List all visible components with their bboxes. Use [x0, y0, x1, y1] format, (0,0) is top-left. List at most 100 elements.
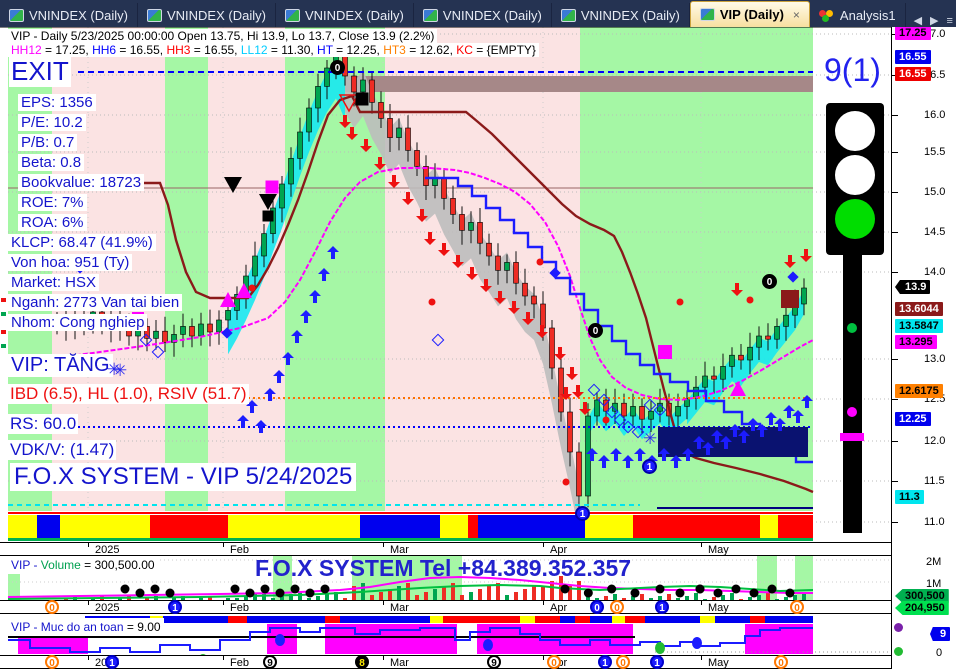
signal-number-1: 1 — [168, 600, 182, 614]
price-axis[interactable]: 17.0 16.5 16.0 15.5 15.0 14.5 14.0 13.0 12.5 12.0… — [891, 26, 956, 669]
indicator-levels-line: HH12 = 17.25, HH6 = 16.55, HH3 = 16.55, … — [8, 43, 539, 57]
fox-system-watermark: F.O.X SYSTEM - VIP 5/24/2025 — [10, 463, 357, 491]
tab-vnindex-3[interactable]: VNINDEX (Daily) — [414, 3, 552, 27]
axis-tick — [892, 441, 898, 442]
analysis-icon — [818, 8, 835, 22]
date-tick — [223, 601, 224, 605]
tab-scroll-left-icon[interactable]: ◀ — [913, 15, 923, 27]
info-label-pb: P/B: 0.7 — [18, 134, 78, 151]
signal-number-1: 1 — [105, 655, 119, 669]
chart-signal-0: 0 — [588, 323, 603, 338]
date-tick — [383, 656, 384, 660]
ibd-indicator-label: IBD (6.5), HL (1.0), RSIV (51.7) — [8, 384, 249, 404]
level-token: HT3 — [383, 43, 406, 57]
tab-label: VNINDEX (Daily) — [29, 7, 128, 23]
fox-contact-watermark: F.O.X SYSTEM Tel +84.389.352.357 — [255, 555, 632, 581]
vdkv-indicator-label: VDK/V: (1.47) — [8, 440, 117, 460]
info-label-roe: ROE: 7% — [18, 194, 87, 211]
tab-analysis[interactable]: Analysis1 — [810, 3, 906, 27]
date-tick — [543, 601, 544, 605]
tab-scroll-right-icon[interactable]: ▶ — [930, 15, 939, 27]
level-token: = {EMPTY} — [472, 43, 536, 57]
tab-vnindex-4[interactable]: VNINDEX (Daily) — [552, 3, 690, 27]
info-label-bookvalue: Bookvalue: 18723 — [18, 174, 145, 191]
date-tick — [383, 601, 384, 605]
info-label-roa: ROA: 6% — [18, 214, 87, 231]
price-tag-13295: 13.295 — [895, 335, 937, 349]
tab-vnindex-0[interactable]: VNINDEX (Daily) — [0, 3, 138, 27]
axis-price-label: 11.0 — [924, 516, 945, 528]
date-axis-safety[interactable]: 2025FebMarAprMay0198901010 — [0, 655, 891, 669]
date-label-may: May — [708, 602, 729, 614]
date-label-mar: Mar — [390, 544, 409, 556]
level-token: LL12 — [240, 43, 268, 57]
signal-number-1: 1 — [598, 655, 612, 669]
chart-signal-0: 0 — [762, 274, 777, 289]
date-tick — [543, 543, 544, 547]
signal-number-1: 1 — [650, 655, 664, 669]
axis-tick — [892, 522, 898, 523]
date-label-mar: Mar — [390, 602, 409, 614]
price-tag-126175: 12.6175 — [895, 384, 943, 398]
signal-number-9: 9 — [487, 655, 501, 669]
level-token: = 17.25, — [41, 43, 93, 57]
level-token: HT — [317, 43, 333, 57]
date-axis-volume[interactable]: 2025 Feb Mar Apr May 0 1 0 0 1 0 — [0, 600, 891, 614]
safety-panel-title: VIP - Muc do an toan = 9.00 — [8, 618, 164, 636]
tab-nav: ◀ ▶ ≡ — [906, 14, 956, 28]
safety-tag-9: 9 — [930, 627, 951, 641]
volume-tag: 300,500 — [895, 589, 949, 603]
axis-price-label: 13.0 — [924, 353, 946, 365]
price-tag-139: 13.9 — [895, 280, 931, 294]
volume-axis-label: 2M — [926, 556, 942, 568]
signal-number-0: 0 — [45, 655, 59, 669]
info-label-klcp: KLCP: 68.47 (41.9%) — [8, 234, 156, 251]
date-label-apr: Apr — [550, 602, 568, 614]
info-label-nganh: Nganh: 2773 Van tai bien — [8, 294, 183, 311]
tab-active-vip[interactable]: VIP (Daily) × — [689, 1, 810, 27]
level-token: = 12.62, — [405, 43, 457, 57]
date-label-2025: 2025 — [95, 544, 120, 556]
tab-label: VNINDEX (Daily) — [580, 7, 680, 23]
tab-close-icon[interactable]: × — [792, 7, 800, 22]
price-tag-1655: 16.55 — [895, 67, 931, 81]
tab-vnindex-2[interactable]: VNINDEX (Daily) — [276, 3, 414, 27]
chart-icon — [284, 8, 300, 22]
price-tag-113: 11.3 — [895, 490, 924, 504]
date-tick — [543, 656, 544, 660]
axis-tick — [892, 399, 898, 400]
chart-icon — [9, 8, 24, 22]
date-axis-main[interactable]: 2025 Feb Mar Apr May — [0, 542, 891, 556]
tab-vnindex-1[interactable]: VNINDEX (Daily) — [138, 3, 276, 27]
date-tick — [701, 543, 702, 547]
signal-dot — [894, 647, 903, 656]
chart-icon — [422, 8, 438, 22]
tab-label: VIP (Daily) — [719, 7, 784, 22]
chart-icon — [699, 8, 715, 21]
level-token: HH3 — [166, 43, 191, 57]
date-label-2025: 2025 — [95, 602, 120, 614]
signal-number-0: 0 — [547, 655, 561, 669]
date-tick — [383, 543, 384, 547]
signal-number-0: 0 — [616, 655, 630, 669]
info-label-beta: Beta: 0.8 — [18, 154, 85, 171]
svg-text:✳: ✳ — [643, 429, 657, 448]
level-token: KC — [456, 43, 473, 57]
tab-label: VNINDEX (Daily) — [166, 7, 266, 23]
svg-text:✳: ✳ — [113, 361, 127, 380]
level-token: HH12 — [11, 43, 42, 57]
price-tag-1655: 16.55 — [895, 50, 931, 64]
date-tick — [88, 601, 89, 605]
signal-number-9: 9 — [263, 655, 277, 669]
level-token: = 11.30, — [267, 43, 318, 57]
signal-dot — [894, 623, 903, 632]
tab-menu-icon[interactable]: ≡ — [946, 14, 953, 27]
date-label-mar: Mar — [390, 657, 409, 669]
tab-label: VNINDEX (Daily) — [442, 7, 542, 23]
price-tag-136044: 13.6044 — [895, 302, 943, 316]
axis-tick — [892, 481, 898, 482]
date-label-apr: Apr — [550, 544, 568, 556]
axis-tick — [892, 152, 898, 153]
